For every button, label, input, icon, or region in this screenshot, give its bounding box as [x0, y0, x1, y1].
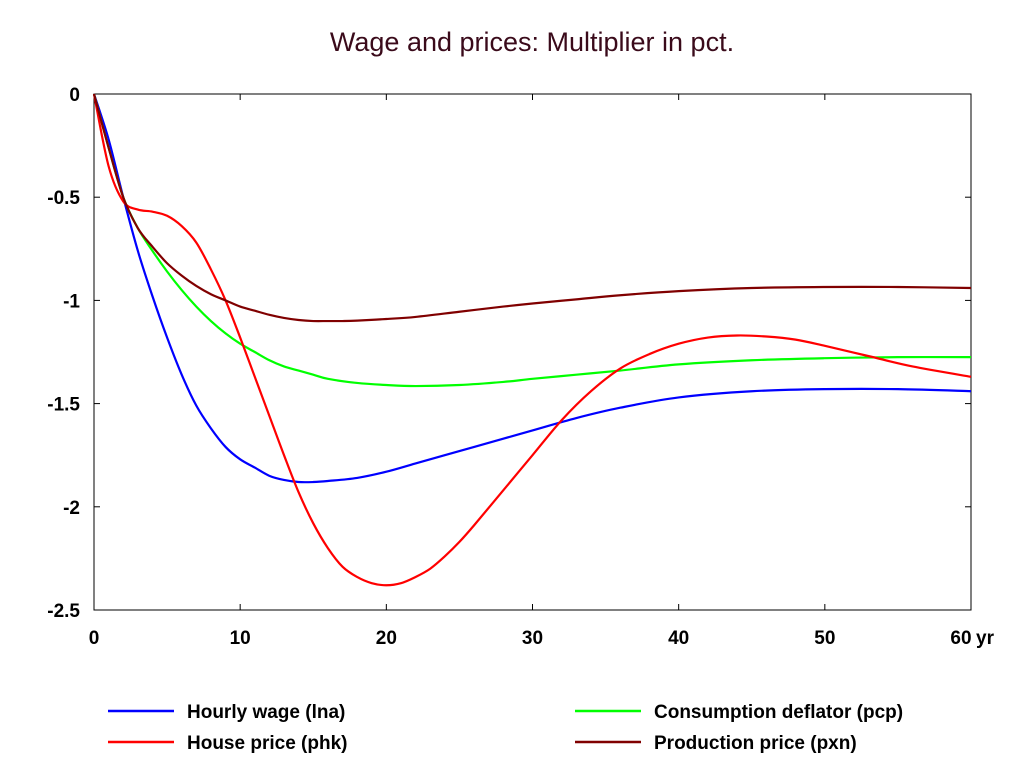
- legend-item: Consumption deflator (pcp): [575, 702, 903, 723]
- legend: Hourly wage (lna) House price (phk) Consum…: [108, 702, 903, 754]
- series-line-house-price-phk: [92, 93, 972, 587]
- plot-area-frame: [93, 93, 972, 611]
- series-line-production-price-pxn: [92, 93, 972, 323]
- series-line-hourly-wage-lna: [92, 93, 972, 484]
- series-lines: [92, 93, 972, 587]
- y-axis: 0 -0.5 -1 -1.5 -2 -2.5: [47, 85, 971, 622]
- x-tick-label: 0: [89, 628, 100, 649]
- x-tick-label: 30: [522, 628, 543, 649]
- legend-label: Consumption deflator (pcp): [654, 702, 903, 723]
- legend-label: House price (phk): [187, 733, 347, 754]
- y-tick-label: -2.5: [47, 601, 80, 622]
- x-tick-label: 20: [376, 628, 397, 649]
- series-line-consumption-deflator-pcp: [92, 93, 972, 388]
- y-tick-label: 0: [69, 85, 80, 106]
- legend-item: Hourly wage (lna): [108, 702, 345, 723]
- legend-item: Production price (pxn): [575, 733, 857, 754]
- legend-item: House price (phk): [108, 733, 347, 754]
- legend-label: Production price (pxn): [654, 733, 857, 754]
- x-tick-label: 50: [814, 628, 835, 649]
- legend-label: Hourly wage (lna): [187, 702, 345, 723]
- x-tick-label: 60: [950, 628, 971, 649]
- y-tick-label: -2: [63, 498, 80, 519]
- x-tick-label: 40: [668, 628, 689, 649]
- chart-title: Wage and prices: Multiplier in pct.: [330, 27, 734, 57]
- y-tick-label: -0.5: [47, 188, 80, 209]
- x-tick-label: 10: [230, 628, 251, 649]
- y-tick-label: -1: [63, 291, 80, 312]
- x-axis-unit-label: yr: [976, 628, 995, 649]
- x-axis: 0 10 20 30 40 50 60 yr: [89, 94, 995, 649]
- y-tick-label: -1.5: [47, 395, 80, 416]
